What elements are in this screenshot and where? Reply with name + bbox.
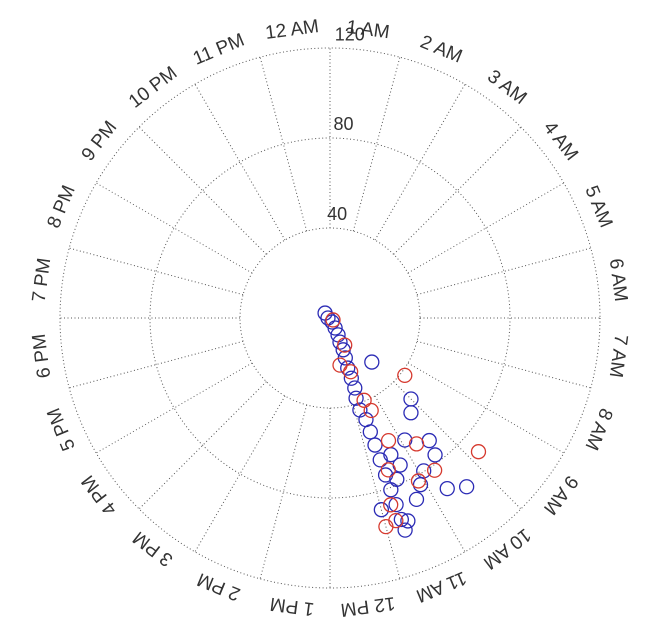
spoke (393, 381, 522, 510)
point (470, 444, 487, 460)
point (410, 473, 427, 489)
point (325, 312, 341, 328)
point (340, 360, 356, 376)
point (363, 402, 379, 419)
r-tick-label: 120 (335, 24, 365, 44)
spoke (393, 126, 522, 255)
point (380, 433, 397, 449)
point (332, 334, 348, 350)
grid-ring (149, 137, 511, 499)
point (362, 424, 378, 440)
theta-label: 1 PM (269, 593, 316, 620)
spoke (194, 83, 286, 241)
point (343, 370, 359, 386)
point (426, 462, 443, 478)
theta-label: 9 AM (539, 471, 582, 518)
theta-label: 6 PM (29, 333, 56, 380)
point (408, 436, 425, 452)
spoke (259, 57, 308, 232)
grid-ring (59, 47, 601, 589)
theta-label: 12 AM (264, 16, 320, 44)
theta-label: 3 AM (483, 66, 530, 109)
spoke (69, 247, 244, 296)
point (383, 482, 399, 498)
theta-label: 12 PM (339, 592, 396, 620)
spoke (407, 362, 565, 454)
point (332, 357, 348, 373)
point (458, 479, 475, 495)
r-tick-label: 40 (327, 204, 347, 224)
point (372, 452, 388, 468)
point (348, 390, 364, 406)
point (327, 320, 343, 336)
point (397, 367, 413, 384)
point (364, 354, 380, 370)
point (403, 405, 419, 421)
theta-label: 11 PM (190, 30, 247, 70)
point (397, 432, 413, 448)
point (373, 502, 390, 518)
theta-label: 8 PM (43, 182, 79, 231)
theta-label: 7 AM (605, 333, 631, 379)
point (439, 480, 455, 497)
point (393, 511, 410, 528)
spoke (138, 126, 267, 255)
theta-label: 3 PM (129, 527, 177, 571)
point (427, 447, 443, 463)
theta-label: 4 PM (78, 471, 122, 519)
theta-label: 9 PM (78, 117, 122, 165)
spoke (352, 57, 401, 232)
point (388, 512, 404, 529)
point (347, 380, 363, 396)
theta-label: 7 PM (29, 257, 56, 304)
spoke (95, 182, 253, 274)
point (400, 513, 416, 529)
theta-label: 10 AM (479, 524, 535, 573)
theta-label: 6 AM (605, 257, 631, 303)
theta-label: 5 AM (580, 183, 616, 231)
point (421, 432, 437, 449)
theta-label: 11 AM (413, 567, 470, 606)
theta-label: 2 AM (417, 32, 465, 68)
point (388, 496, 404, 513)
spoke (416, 247, 591, 296)
theta-label: 8 AM (580, 405, 616, 453)
point (416, 463, 432, 479)
point (397, 522, 413, 538)
point (389, 471, 405, 487)
point (380, 462, 396, 478)
spoke (95, 362, 253, 454)
theta-label: 2 PM (194, 568, 243, 604)
theta-label: 4 AM (539, 118, 582, 165)
theta-label: 5 PM (43, 405, 79, 454)
point (356, 392, 372, 408)
r-tick-label: 80 (333, 114, 353, 134)
point (408, 491, 425, 508)
spoke (416, 340, 591, 389)
theta-label: 10 PM (125, 62, 181, 112)
spoke (194, 395, 286, 553)
point (337, 337, 353, 353)
point (367, 437, 383, 453)
point (383, 497, 399, 513)
